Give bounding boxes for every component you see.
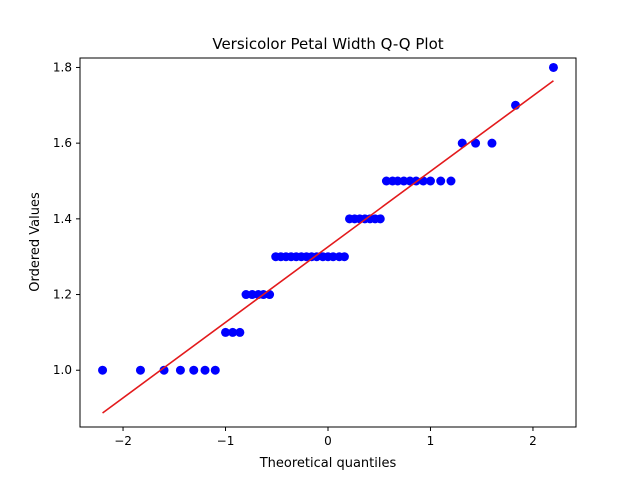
qq-point [487,138,497,148]
data-layer [98,62,558,414]
qq-point [98,365,108,375]
qq-point [399,176,409,186]
y-tick-label: 1.8 [53,60,72,74]
qq-point [405,176,415,186]
qq-point [446,176,456,186]
chart-title: Versicolor Petal Width Q-Q Plot [212,35,443,53]
qq-point [221,327,231,337]
qq-point [381,176,391,186]
qq-point [375,214,385,224]
qq-point [235,327,245,337]
qq-point [228,327,238,337]
y-tick-label: 1.0 [53,363,72,377]
y-tick-label: 1.4 [53,212,72,226]
y-axis-label: Ordered Values [28,192,43,292]
qq-point [436,176,446,186]
y-tick-label: 1.2 [53,288,72,302]
qq-point [339,252,349,262]
qq-point [200,365,210,375]
qq-point [393,176,403,186]
x-axis-label: Theoretical quantiles [259,456,397,471]
x-axis-ticks: −2 −1 0 1 2 [114,427,537,448]
x-tick-label: −2 [114,434,132,448]
qq-point [159,365,169,375]
qq-point [328,252,338,262]
y-axis-ticks: 1.0 1.2 1.4 1.6 1.8 [53,60,80,377]
plot-frame [79,57,577,428]
fit-line [102,80,554,414]
x-tick-label: 2 [529,434,537,448]
x-tick-label: 1 [427,434,435,448]
qq-point [548,62,558,72]
qq-point [425,176,435,186]
x-tick-label: −1 [217,434,235,448]
qq-point [175,365,185,375]
qq-point [210,365,220,375]
qq-point [135,365,145,375]
qq-point [189,365,199,375]
qq-point [471,138,481,148]
x-tick-label: 0 [324,434,332,448]
qq-point [241,290,251,300]
qq-point [247,290,257,300]
y-tick-label: 1.6 [53,136,72,150]
